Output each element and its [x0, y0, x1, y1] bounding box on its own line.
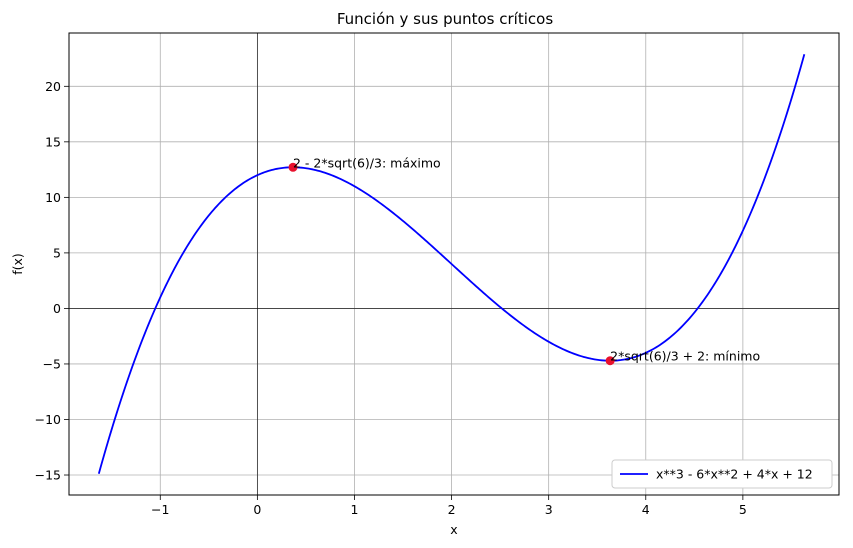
legend-entry-label: x**3 - 6*x**2 + 4*x + 12 — [656, 467, 813, 482]
annotations-group: 2 - 2*sqrt(6)/3: máximo 2*sqrt(6)/3 + 2: … — [293, 155, 760, 363]
x-tick-label: 5 — [739, 502, 747, 517]
x-tick-label: 3 — [545, 502, 553, 517]
x-axis-ticks: −1 0 1 2 3 4 5 — [151, 495, 747, 517]
legend-box — [611, 459, 833, 489]
y-tick-label: 0 — [53, 301, 61, 316]
y-tick-label: −5 — [43, 356, 61, 371]
critical-point-marker — [288, 162, 298, 172]
series-line — [97, 54, 806, 474]
critical-point-annotation: 2 - 2*sqrt(6)/3: máximo — [293, 155, 441, 170]
y-tick-label: 15 — [45, 134, 61, 149]
x-tick-label: 4 — [642, 502, 650, 517]
zero-lines — [69, 33, 839, 495]
x-axis-title: x — [450, 522, 457, 537]
critical-point-marker — [605, 356, 615, 366]
x-tick-label: −1 — [151, 502, 169, 517]
legend: x**3 - 6*x**2 + 4*x + 12 — [611, 459, 833, 489]
critical-point-annotation: 2*sqrt(6)/3 + 2: mínimo — [610, 349, 760, 364]
y-axis-ticks: −15 −10 −5 0 5 10 15 20 — [35, 79, 69, 483]
y-tick-label: −10 — [35, 412, 61, 427]
y-tick-label: −15 — [35, 468, 61, 483]
plot-area — [69, 33, 839, 495]
x-tick-label: 0 — [253, 502, 261, 517]
y-tick-label: 20 — [45, 79, 61, 94]
critical-points-group — [288, 162, 615, 366]
series-group — [97, 54, 806, 474]
y-tick-label: 10 — [45, 190, 61, 205]
plot-frame — [68, 32, 840, 496]
x-tick-label: 1 — [350, 502, 358, 517]
chart-title: Función y sus puntos críticos — [337, 10, 553, 28]
x-tick-label: 2 — [448, 502, 456, 517]
y-tick-label: 5 — [53, 245, 61, 260]
y-axis-title: f(x) — [10, 253, 25, 275]
